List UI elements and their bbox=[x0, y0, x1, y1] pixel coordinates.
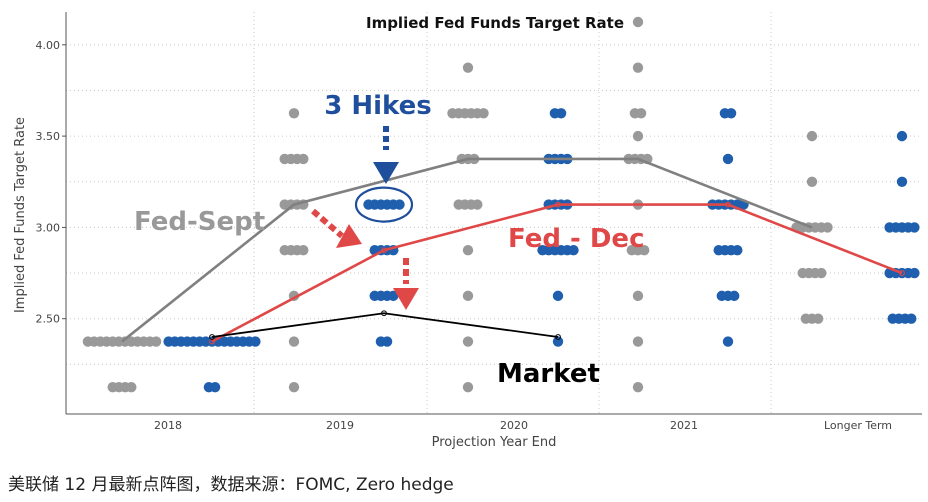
dot bbox=[722, 336, 734, 347]
dot bbox=[462, 381, 474, 393]
line-marker bbox=[555, 201, 561, 208]
dot bbox=[462, 336, 474, 347]
annotation-fed-sept: Fed-Sept bbox=[134, 207, 265, 237]
red-arrow-head bbox=[336, 224, 362, 248]
dot bbox=[472, 199, 483, 210]
y-tick-label: 4.00 bbox=[36, 39, 61, 52]
dot bbox=[288, 336, 300, 347]
dot bbox=[388, 290, 399, 302]
y-axis-title: Implied Fed Funds Target Rate bbox=[13, 117, 28, 313]
dot bbox=[552, 336, 564, 347]
highlight-ellipse bbox=[354, 186, 414, 223]
dot bbox=[150, 336, 162, 347]
line-marker bbox=[555, 334, 561, 340]
dot bbox=[635, 108, 647, 119]
grid bbox=[66, 12, 922, 414]
dot bbox=[732, 245, 743, 256]
chart: 2.50 3.00 3.50 4.00 2018 2019 2020 2021 Longer T… bbox=[13, 12, 922, 450]
dot bbox=[822, 222, 833, 233]
dot bbox=[632, 16, 644, 28]
x-tick-label: 2019 bbox=[326, 419, 354, 432]
dot bbox=[639, 245, 650, 256]
dot bbox=[909, 222, 920, 233]
dot bbox=[462, 62, 474, 73]
dot bbox=[909, 267, 920, 279]
red-arrow-head bbox=[393, 288, 419, 310]
x-tick-label: 2018 bbox=[154, 419, 182, 432]
dot bbox=[806, 176, 818, 187]
dot bbox=[632, 336, 644, 347]
dot bbox=[906, 313, 917, 324]
dot bbox=[462, 290, 474, 302]
axes: 2.50 3.00 3.50 4.00 2018 2019 2020 2021 Longer T… bbox=[36, 12, 922, 432]
dot bbox=[632, 62, 644, 73]
dot bbox=[552, 290, 564, 302]
dot bbox=[632, 130, 644, 142]
dot bbox=[462, 245, 474, 256]
dot bbox=[288, 381, 300, 393]
dot bbox=[729, 290, 740, 302]
series-line bbox=[211, 312, 559, 338]
y-tick-label: 3.00 bbox=[36, 221, 61, 234]
annotation-market: Market bbox=[497, 359, 600, 389]
dot bbox=[813, 313, 824, 324]
x-axis-title: Projection Year End bbox=[432, 435, 557, 450]
dot bbox=[209, 381, 221, 393]
dot bbox=[722, 153, 734, 165]
dot bbox=[250, 336, 261, 347]
dot bbox=[288, 108, 300, 119]
line-marker bbox=[381, 247, 387, 254]
dot-series bbox=[163, 108, 920, 393]
annotation-3-hikes: 3 Hikes bbox=[324, 91, 432, 121]
dot bbox=[632, 290, 644, 302]
dot bbox=[298, 245, 309, 256]
dot bbox=[394, 199, 405, 210]
dot bbox=[568, 245, 579, 256]
dot bbox=[126, 381, 137, 393]
caption: 美联储 12 月最新点阵图，数据来源：FOMC, Zero hedge bbox=[8, 475, 454, 495]
dot bbox=[896, 176, 908, 187]
line-marker bbox=[209, 334, 215, 340]
x-tick-label: 2020 bbox=[500, 419, 528, 432]
x-tick-label: 2021 bbox=[670, 419, 698, 432]
median-lines bbox=[121, 157, 905, 345]
dot bbox=[816, 267, 827, 279]
y-tick-label: 3.50 bbox=[36, 130, 61, 143]
dot bbox=[555, 108, 567, 119]
x-tick-label: Longer Term bbox=[824, 419, 892, 432]
blue-arrow-head bbox=[373, 162, 399, 184]
dot bbox=[478, 108, 489, 119]
dot bbox=[896, 130, 908, 142]
red-arrow-shaft bbox=[311, 208, 344, 239]
dot bbox=[632, 381, 644, 393]
dot bbox=[806, 130, 818, 142]
series-line bbox=[121, 157, 813, 343]
dot bbox=[298, 153, 309, 165]
annotations: 3 Hikes Fed-Sept Fed - Dec Market bbox=[134, 91, 644, 389]
line-marker bbox=[381, 310, 387, 317]
y-tick-label: 2.50 bbox=[36, 313, 61, 326]
annotation-fed-dec: Fed - Dec bbox=[508, 224, 644, 254]
dot-plot bbox=[82, 16, 920, 393]
dot bbox=[381, 336, 393, 347]
dot bbox=[725, 108, 737, 119]
line-marker bbox=[725, 201, 731, 208]
line-marker bbox=[899, 270, 905, 276]
series-line bbox=[211, 203, 903, 343]
chart-title: Implied Fed Funds Target Rate bbox=[366, 14, 624, 32]
